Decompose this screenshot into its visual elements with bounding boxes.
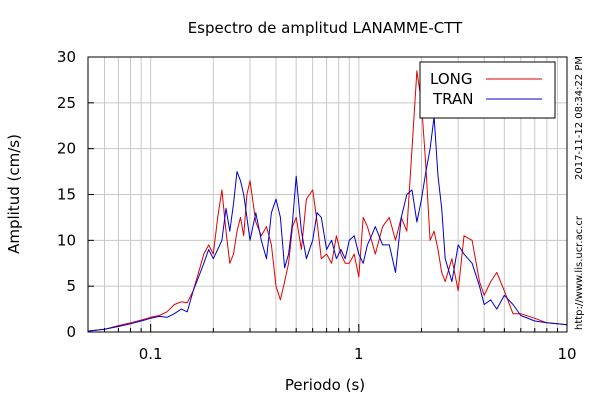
y-tick-label: 20 <box>57 140 76 158</box>
source-url-text: http://www.lis.ucr.ac.cr <box>574 215 585 330</box>
y-tick-label: 0 <box>66 323 76 341</box>
axis-ticks: 0 5 10 15 20 25 30 0.1 1 10 <box>57 48 577 363</box>
chart-title: Espectro de amplitud LANAMME-CTT <box>188 19 463 37</box>
y-tick-label: 25 <box>57 94 76 112</box>
series-line-long <box>87 70 568 332</box>
legend-label-long: LONG <box>430 70 472 88</box>
y-tick-label: 30 <box>57 48 76 66</box>
legend-box <box>419 61 556 119</box>
x-tick-label: 10 <box>557 345 576 363</box>
x-tick-label: 0.1 <box>139 345 163 363</box>
series-layer <box>87 70 568 332</box>
y-tick-label: 5 <box>66 277 76 295</box>
x-tick-label: 1 <box>354 345 364 363</box>
y-tick-label: 10 <box>57 231 76 249</box>
timestamp-text: 2017-11-12 08:34:22 PM <box>574 56 585 180</box>
legend: LONG TRAN <box>419 61 556 119</box>
y-tick-label: 15 <box>57 186 76 204</box>
x-axis-label: Periodo (s) <box>285 376 365 394</box>
legend-label-tran: TRAN <box>432 90 473 108</box>
series-line-tran <box>87 116 568 332</box>
y-axis-label: Amplitud (cm/s) <box>5 134 23 254</box>
